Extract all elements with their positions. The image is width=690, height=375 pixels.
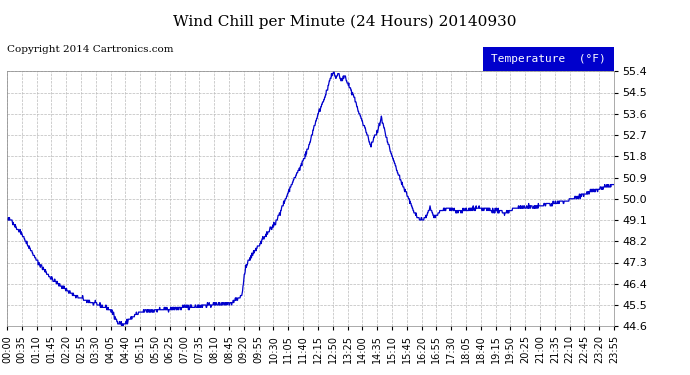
Text: Copyright 2014 Cartronics.com: Copyright 2014 Cartronics.com [7,45,173,54]
Text: Wind Chill per Minute (24 Hours) 20140930: Wind Chill per Minute (24 Hours) 2014093… [173,15,517,29]
Text: Temperature  (°F): Temperature (°F) [491,54,606,64]
